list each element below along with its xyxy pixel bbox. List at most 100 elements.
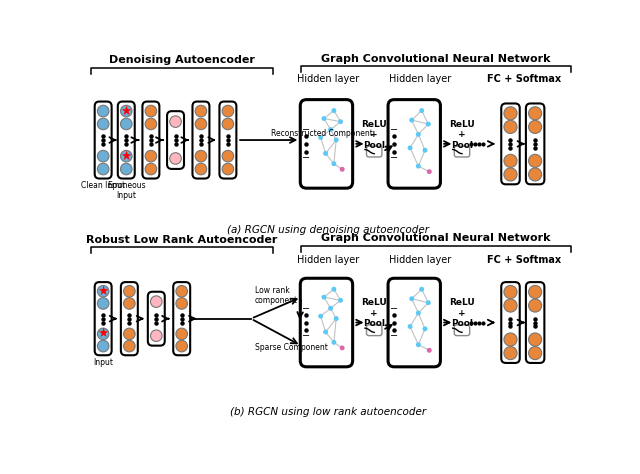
FancyBboxPatch shape [220,101,236,179]
FancyBboxPatch shape [143,101,159,179]
Circle shape [529,107,541,120]
Circle shape [222,118,234,130]
Circle shape [321,295,326,300]
Text: ReLU
+
Pool: ReLU + Pool [449,120,475,150]
Circle shape [529,333,541,346]
Circle shape [176,285,188,297]
Circle shape [338,119,343,124]
FancyBboxPatch shape [95,101,111,179]
Circle shape [409,296,414,301]
Circle shape [426,122,431,127]
FancyBboxPatch shape [95,282,111,355]
Circle shape [176,340,188,352]
Text: FC + Softmax: FC + Softmax [487,255,561,265]
Circle shape [426,300,431,305]
Text: Low rank
component: Low rank component [255,286,298,305]
Circle shape [529,155,541,167]
Circle shape [422,148,428,153]
Circle shape [97,105,109,117]
Text: ReLU
+
Pool: ReLU + Pool [362,120,387,150]
Text: (a) RGCN using denoising autoencoder: (a) RGCN using denoising autoencoder [227,225,429,235]
FancyBboxPatch shape [167,111,184,169]
Circle shape [504,120,517,134]
Text: −: − [302,153,310,163]
Circle shape [97,298,109,309]
Circle shape [408,146,413,150]
Text: Erroneous
Input: Erroneous Input [107,181,145,200]
Circle shape [124,285,135,297]
Circle shape [504,155,517,167]
Circle shape [195,118,207,130]
Circle shape [120,163,132,175]
Circle shape [145,150,157,162]
Circle shape [332,287,337,292]
FancyBboxPatch shape [300,278,353,367]
Circle shape [340,346,344,350]
Circle shape [321,116,326,121]
Circle shape [409,118,414,123]
Circle shape [504,346,517,360]
Circle shape [328,127,333,132]
Circle shape [97,328,109,340]
Circle shape [504,285,517,299]
FancyBboxPatch shape [148,292,164,346]
Circle shape [124,340,135,352]
Circle shape [419,108,424,113]
Circle shape [222,163,234,175]
Circle shape [170,153,181,164]
Text: ★: ★ [120,105,132,118]
Circle shape [145,163,157,175]
Circle shape [529,120,541,134]
Circle shape [222,105,234,117]
Text: Robust Low Rank Autoencoder: Robust Low Rank Autoencoder [86,235,277,245]
FancyBboxPatch shape [526,282,545,363]
Circle shape [332,161,337,166]
Circle shape [176,328,188,340]
Circle shape [195,163,207,175]
Text: Graph Convolutional Neural Network: Graph Convolutional Neural Network [321,54,550,64]
Circle shape [416,132,421,137]
Circle shape [97,150,109,162]
Text: Hidden layer: Hidden layer [389,74,452,84]
Circle shape [338,298,343,303]
Circle shape [529,346,541,360]
Circle shape [120,105,132,117]
Text: −: − [390,125,398,135]
Text: −: − [390,304,398,314]
Circle shape [419,287,424,292]
Circle shape [427,348,432,353]
Circle shape [504,333,517,346]
Circle shape [416,310,421,316]
Circle shape [195,150,207,162]
FancyBboxPatch shape [118,101,135,179]
FancyBboxPatch shape [501,103,520,184]
Circle shape [332,340,337,345]
Circle shape [124,298,135,309]
Circle shape [222,150,234,162]
FancyBboxPatch shape [193,101,209,179]
Circle shape [529,299,541,312]
Circle shape [170,116,181,128]
Circle shape [504,299,517,312]
Text: Denoising Autoencoder: Denoising Autoencoder [109,55,255,65]
Text: −: − [390,153,398,163]
Circle shape [408,324,413,329]
Circle shape [416,342,421,347]
Circle shape [176,298,188,309]
FancyBboxPatch shape [173,282,190,355]
Text: Hidden layer: Hidden layer [297,74,359,84]
Text: Hidden layer: Hidden layer [297,255,359,265]
FancyBboxPatch shape [526,103,545,184]
Circle shape [323,151,328,156]
FancyBboxPatch shape [501,282,520,363]
Circle shape [97,285,109,297]
Circle shape [416,164,421,169]
Text: Input: Input [93,357,113,366]
Text: Clean Input: Clean Input [81,181,125,190]
Circle shape [332,108,337,113]
Circle shape [504,107,517,120]
Text: FC + Softmax: FC + Softmax [487,74,561,84]
Circle shape [120,150,132,162]
Text: ★: ★ [120,150,132,163]
Circle shape [145,118,157,130]
